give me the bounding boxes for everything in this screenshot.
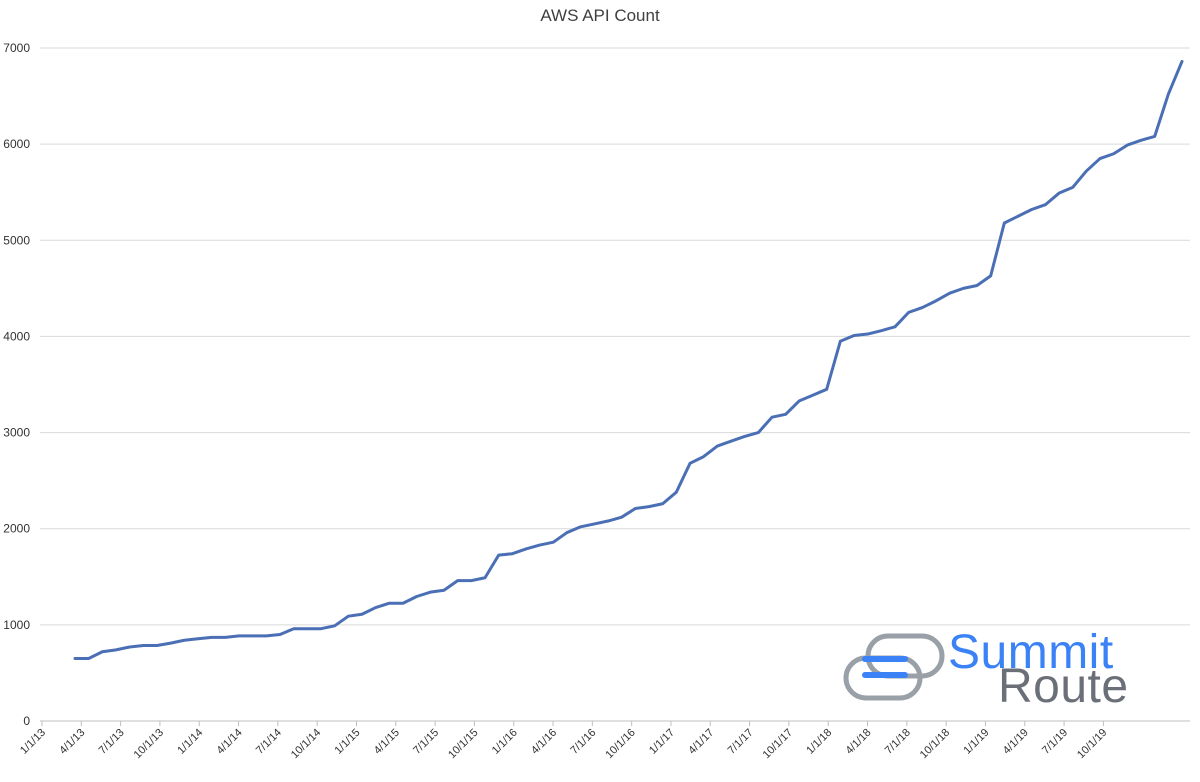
x-tick-label: 10/1/15 bbox=[446, 727, 480, 761]
x-tick-label: 4/1/19 bbox=[1001, 727, 1031, 757]
x-tick-label: 4/1/18 bbox=[844, 727, 874, 757]
x-tick-label: 10/1/14 bbox=[289, 727, 323, 761]
x-tick-label: 7/1/13 bbox=[97, 727, 127, 757]
x-tick-label: 1/1/18 bbox=[804, 727, 834, 757]
y-tick-label: 6000 bbox=[3, 137, 30, 151]
y-tick-label: 4000 bbox=[3, 329, 30, 343]
x-tick-label: 7/1/18 bbox=[883, 727, 913, 757]
x-tick-label: 10/1/16 bbox=[603, 727, 637, 761]
x-axis-ticks: 1/1/13 4/1/13 7/1/13 10/1/13 1/1/14 4/1/14 7/1… bbox=[18, 721, 1110, 761]
y-tick-label: 0 bbox=[23, 714, 30, 728]
x-tick-label: 4/1/15 bbox=[372, 727, 402, 757]
x-tick-label: 4/1/14 bbox=[215, 727, 245, 757]
x-tick-label: 7/1/14 bbox=[254, 727, 284, 757]
summit-route-watermark: Summit Route bbox=[843, 626, 1129, 713]
x-tick-label: 1/1/13 bbox=[18, 727, 48, 757]
watermark-route-text: Route bbox=[998, 660, 1129, 713]
gridlines bbox=[40, 47, 1190, 722]
y-tick-label: 7000 bbox=[3, 41, 30, 55]
x-tick-label: 10/1/17 bbox=[761, 727, 795, 761]
y-tick-label: 2000 bbox=[3, 522, 30, 536]
x-tick-label: 4/1/13 bbox=[57, 727, 87, 757]
x-tick-label: 1/1/19 bbox=[961, 727, 991, 757]
x-tick-label: 10/1/19 bbox=[1075, 727, 1109, 761]
x-tick-label: 7/1/15 bbox=[411, 727, 441, 757]
x-tick-label: 1/1/16 bbox=[490, 727, 520, 757]
y-axis-ticks: 0 1000 2000 3000 4000 5000 6000 7000 bbox=[3, 41, 30, 728]
summit-route-logo-icon bbox=[843, 633, 945, 701]
x-tick-label: 10/1/13 bbox=[132, 727, 166, 761]
x-tick-label: 7/1/17 bbox=[726, 727, 756, 757]
watermark-summit-text: Summit bbox=[948, 626, 1114, 679]
x-tick-label: 7/1/19 bbox=[1040, 727, 1070, 757]
x-tick-label: 1/1/17 bbox=[647, 727, 677, 757]
chart-title: AWS API Count bbox=[540, 6, 660, 25]
x-tick-label: 1/1/14 bbox=[175, 727, 205, 757]
x-tick-label: 4/1/17 bbox=[686, 727, 716, 757]
x-tick-label: 4/1/16 bbox=[529, 727, 559, 757]
x-tick-label: 1/1/15 bbox=[332, 727, 362, 757]
series-layer bbox=[73, 59, 1184, 661]
y-tick-label: 5000 bbox=[3, 233, 30, 247]
y-tick-label: 3000 bbox=[3, 426, 30, 440]
x-tick-label: 10/1/18 bbox=[918, 727, 952, 761]
x-tick-label: 7/1/16 bbox=[568, 727, 598, 757]
y-tick-label: 1000 bbox=[3, 618, 30, 632]
series-line-api-count bbox=[73, 59, 1184, 661]
